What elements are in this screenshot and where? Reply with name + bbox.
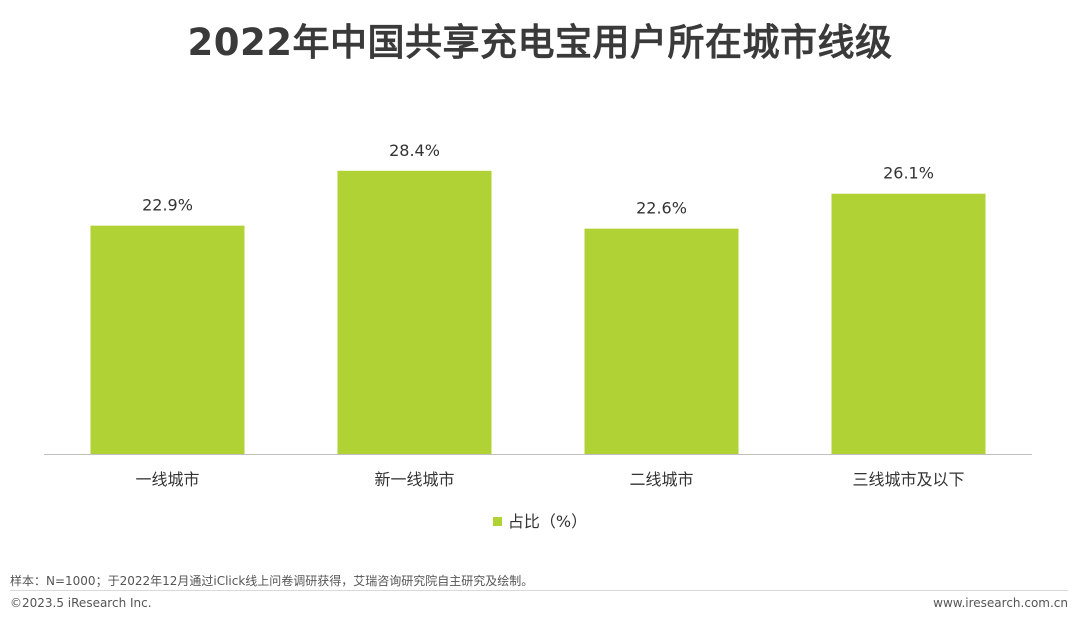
bar	[584, 228, 739, 454]
website-link[interactable]: www.iresearch.com.cn	[933, 596, 1068, 610]
data-label: 26.1%	[883, 164, 934, 183]
bar	[831, 193, 986, 454]
legend: 占比（%）	[0, 508, 1080, 532]
x-tick-label: 二线城市	[629, 470, 693, 489]
data-label: 22.9%	[142, 196, 193, 215]
x-tick-label: 三线城市及以下	[852, 470, 964, 489]
data-label: 22.6%	[636, 199, 687, 218]
chart-title: 2022年中国共享充电宝用户所在城市线级	[187, 21, 893, 64]
source-note: 样本：N=1000；于2022年12月通过iClick线上问卷调研获得，艾瑞咨询…	[10, 574, 534, 588]
legend-swatch	[492, 517, 502, 526]
copyright: ©2023.5 iResearch Inc.	[10, 596, 152, 610]
bar	[90, 225, 245, 454]
bar	[337, 170, 492, 455]
legend-label: 占比（%）	[507, 512, 588, 531]
x-tick-label: 新一线城市	[374, 470, 454, 489]
x-tick-label: 一线城市	[135, 470, 199, 489]
data-label: 28.4%	[389, 141, 440, 160]
footer-divider	[10, 590, 1068, 591]
